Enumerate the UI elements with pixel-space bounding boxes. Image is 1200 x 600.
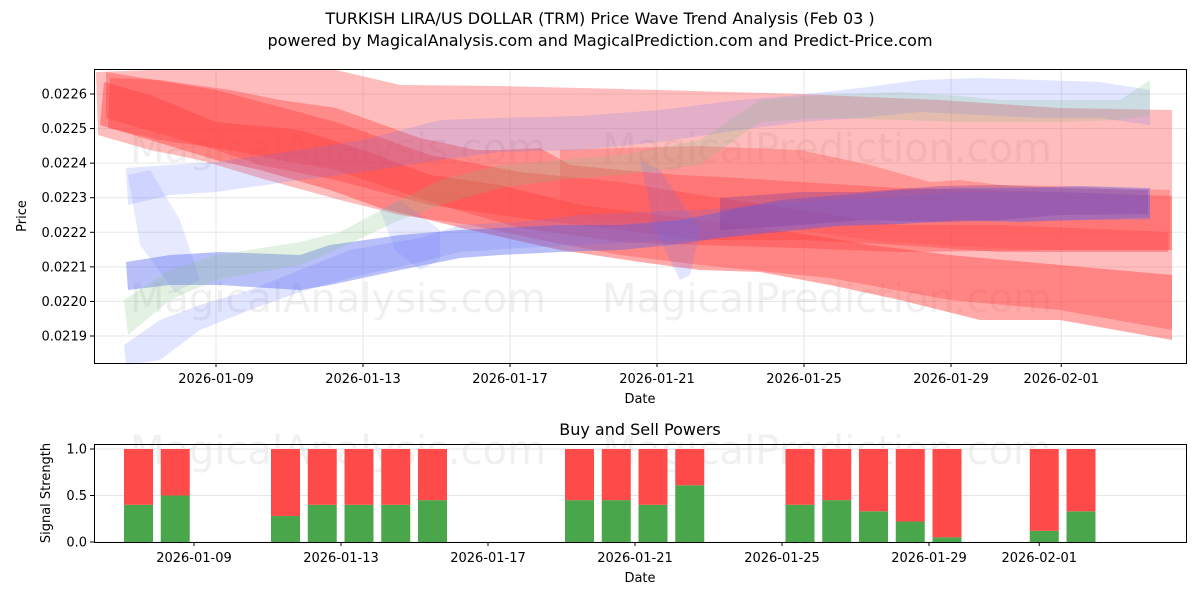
sub-x-label: Date [624,571,655,586]
buy-bar [1029,530,1059,542]
buy-sell-bars [124,449,1096,542]
purple-band [720,185,1148,230]
sell-bar [160,449,190,496]
sell-bar [675,449,705,486]
blue-band [640,160,700,280]
watermark-main-2: MagicalPrediction.com [602,126,1052,172]
x-tick-label: 2026-02-01 [1023,372,1099,387]
green-band [124,80,1150,335]
main-x-label: Date [624,392,655,407]
sell-bar [381,449,411,505]
y-tick-label: 0.0 [66,536,87,551]
buy-bar [859,511,888,542]
red-band [560,146,1170,250]
buy-bar [895,521,925,542]
sell-bar [1066,449,1096,512]
x-tick-label: 2026-01-13 [325,372,401,387]
buy-bar [344,504,374,542]
buy-bar [785,504,815,542]
red-band [108,78,1172,252]
sell-bar [344,449,374,505]
blue-band [126,78,1150,205]
buy-bar [271,515,300,542]
x-tick-label: 2026-01-21 [619,372,695,387]
sub-plot-frame [94,444,1187,543]
sell-bar [638,449,668,505]
x-tick-label: 2026-01-29 [891,551,967,566]
sell-bar [307,449,337,505]
sell-bar [895,449,925,522]
main-grid [95,70,1186,363]
sub-y-label: Signal Strength [39,443,54,543]
sell-bar [932,449,962,538]
buy-bar [1066,511,1096,542]
x-tick-label: 2026-01-09 [178,372,254,387]
x-tick-label: 2026-01-13 [303,551,379,566]
x-tick-label: 2026-01-25 [744,551,820,566]
sell-bar [1029,449,1059,531]
red-band [106,72,1168,252]
sell-bar [418,449,447,501]
buy-bar [932,537,962,542]
x-tick-label: 2026-01-29 [913,372,989,387]
chart-subtitle: powered by MagicalAnalysis.com and Magic… [267,31,933,50]
x-tick-label: 2026-01-09 [156,551,232,566]
buy-bar [822,500,852,542]
buy-bar [601,500,631,542]
sell-bar [565,449,594,501]
buy-bar [124,504,153,542]
red-band [100,82,1172,340]
sell-bar [785,449,815,505]
sub-y-axis: 0.0 0.5 1.0 [66,443,94,551]
buy-sell-title: Buy and Sell Powers [559,420,721,439]
y-tick-label: 0.0226 [42,88,88,103]
sell-bar [271,449,300,516]
watermark-main-1: MagicalAnalysis.com [130,126,546,172]
watermark-sub-1: MagicalAnalysis.com [130,428,546,474]
sell-bar [601,449,631,501]
x-tick-label: 2026-01-21 [597,551,673,566]
sell-bar [822,449,852,501]
y-tick-label: 0.5 [66,489,87,504]
wave-bands [96,70,1172,365]
main-y-axis: 0.0219 0.0220 0.0221 0.0222 0.0223 0.0224 0.02… [42,88,94,345]
watermark-main-3: MagicalAnalysis.com [130,276,546,322]
chart-title: TURKISH LIRA/US DOLLAR (TRM) Price Wave … [325,9,875,28]
y-tick-label: 0.0219 [42,330,88,345]
sub-x-axis: 2026-01-09 2026-01-13 2026-01-17 2026-01-21… [156,542,1077,566]
buy-bar [418,500,447,542]
y-tick-label: 0.0220 [42,295,88,310]
y-tick-label: 0.0225 [42,122,88,137]
x-tick-label: 2026-01-17 [450,551,526,566]
blue-band [380,200,440,270]
x-tick-label: 2026-02-01 [1001,551,1077,566]
buy-bar [381,504,411,542]
y-tick-label: 0.0222 [42,226,88,241]
watermark-main-4: MagicalPrediction.com [602,276,1052,322]
main-x-axis: 2026-01-09 2026-01-13 2026-01-17 2026-01-21… [178,363,1099,387]
sell-bar [859,449,888,512]
sell-bar [124,449,153,505]
y-tick-label: 0.0221 [42,260,88,275]
buy-bar [307,504,337,542]
x-tick-label: 2026-01-17 [472,372,548,387]
buy-bar [638,504,668,542]
buy-bar [565,500,594,542]
x-tick-label: 2026-01-25 [766,372,842,387]
main-y-label: Price [15,200,30,232]
buy-bar [675,485,705,542]
blue-band [126,186,1150,290]
main-plot-frame [94,69,1187,364]
blue-band [128,170,200,292]
y-tick-label: 1.0 [66,443,87,458]
y-tick-label: 0.0224 [42,157,88,172]
red-band [96,70,1172,330]
y-tick-label: 0.0223 [42,191,88,206]
blue-band [124,192,1150,365]
buy-bar [160,495,190,542]
